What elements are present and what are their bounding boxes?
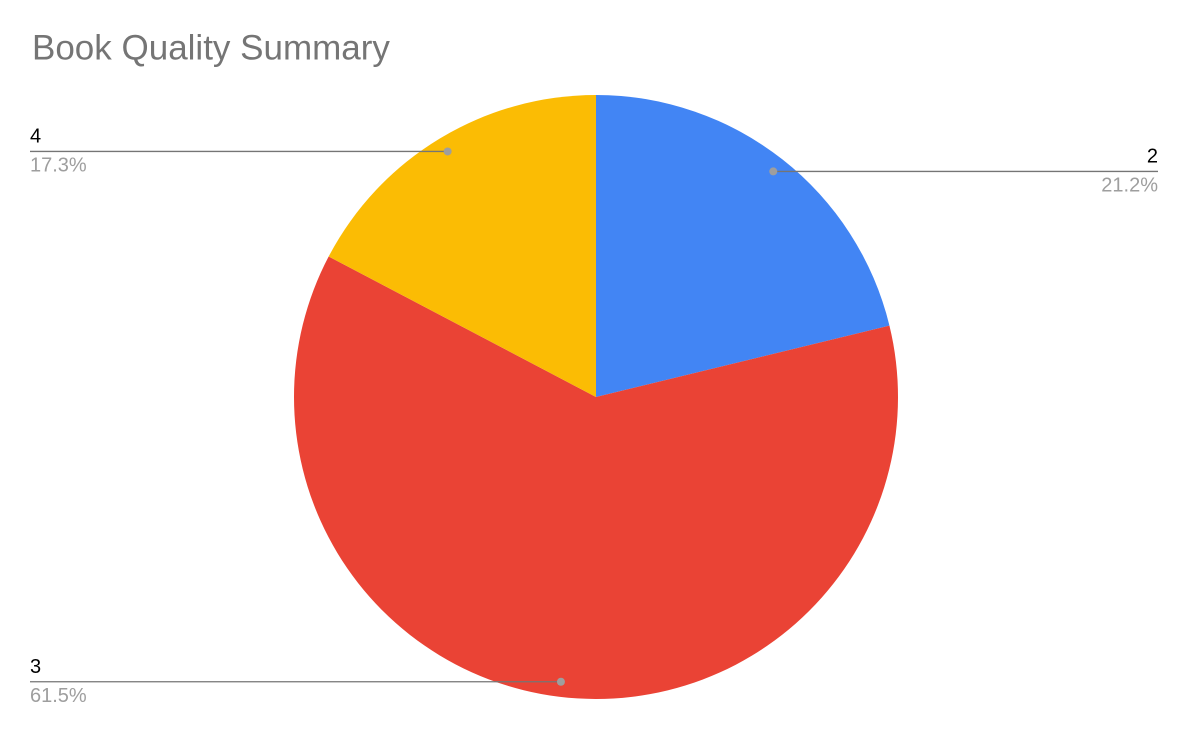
slice-percent: 17.3% — [30, 155, 87, 177]
slice-label: 3 — [30, 656, 41, 678]
pie-slice — [294, 256, 899, 699]
leader-dot — [443, 147, 452, 156]
chart-title: Book Quality Summary — [32, 28, 390, 67]
slice-label: 4 — [30, 126, 41, 148]
slice-percent: 21.2% — [1101, 175, 1158, 197]
pie-slice — [328, 95, 596, 397]
slice-percent: 61.5% — [30, 685, 87, 707]
leader-dot — [556, 677, 565, 686]
slice-label: 2 — [1147, 146, 1158, 168]
leader-dot — [769, 167, 778, 176]
pie-slice — [596, 95, 890, 397]
